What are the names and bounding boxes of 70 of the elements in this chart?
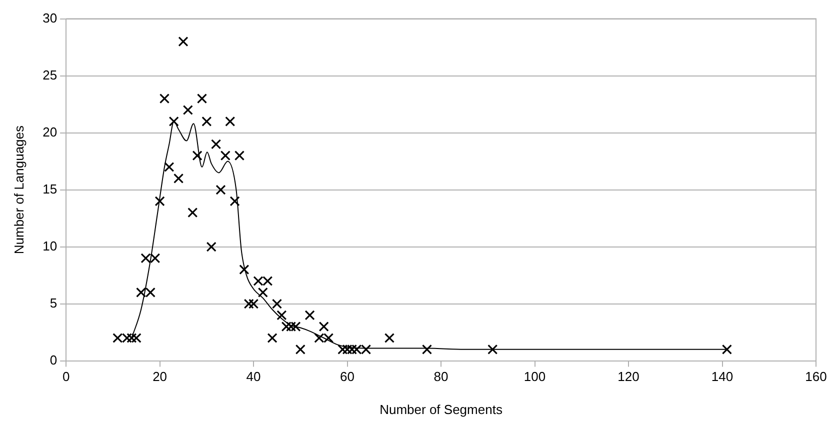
point (722, 344, 732, 354)
x-tick-label: 140 (711, 369, 734, 384)
point (384, 332, 395, 344)
x-tick-label: 80 (434, 369, 448, 384)
point (122, 332, 132, 344)
x-tick-label: 40 (246, 369, 261, 384)
x-tick-label: 0 (62, 369, 70, 384)
point (262, 276, 273, 286)
point (276, 310, 287, 320)
y-tick-label: 20 (42, 124, 58, 140)
point (286, 322, 296, 332)
point (145, 287, 156, 298)
point (225, 116, 236, 126)
point (154, 196, 165, 206)
point (346, 344, 358, 354)
point (253, 276, 264, 286)
point (281, 322, 292, 332)
y-tick-label: 15 (42, 181, 58, 196)
point (159, 94, 170, 104)
point (488, 344, 498, 354)
x-tick-label: 120 (618, 369, 640, 384)
point (164, 162, 174, 172)
point (352, 344, 362, 354)
point (178, 36, 188, 47)
point (188, 208, 198, 218)
point (272, 298, 282, 309)
point (168, 116, 179, 126)
point (131, 332, 142, 344)
x-tick-label: 20 (152, 369, 168, 384)
y-tick-label: 0 (50, 352, 58, 368)
point (112, 332, 123, 344)
point (239, 264, 250, 275)
point (314, 332, 324, 344)
point (422, 344, 432, 354)
point (192, 150, 202, 161)
point (220, 150, 230, 161)
y-tick-label: 10 (42, 238, 58, 254)
point (174, 173, 184, 184)
point (211, 139, 222, 150)
point (182, 104, 193, 116)
y-tick-label: 30 (42, 10, 58, 26)
point (360, 344, 372, 354)
point (196, 94, 208, 104)
point (234, 150, 245, 161)
point (295, 344, 306, 354)
x-axis-title: Number of Segments (380, 402, 503, 417)
point (342, 344, 352, 354)
point (140, 253, 151, 264)
point (136, 287, 146, 298)
point (248, 298, 259, 309)
x-tick-label: 100 (524, 369, 546, 384)
point (216, 184, 226, 195)
x-tick-label: 60 (340, 369, 355, 384)
y-tick-label: 25 (42, 67, 58, 82)
point (202, 116, 212, 126)
point (150, 253, 160, 264)
point (244, 298, 254, 309)
y-tick-label: 5 (50, 295, 58, 310)
point (258, 287, 268, 298)
point (126, 332, 137, 344)
point (323, 332, 334, 344)
x-tick-label: 160 (805, 369, 827, 384)
y-axis-title: Number of Languages (11, 124, 26, 254)
point (267, 332, 278, 344)
point (338, 344, 348, 354)
point (290, 322, 301, 332)
point (230, 196, 240, 206)
point (206, 242, 216, 252)
point (318, 322, 329, 332)
point (304, 310, 315, 320)
